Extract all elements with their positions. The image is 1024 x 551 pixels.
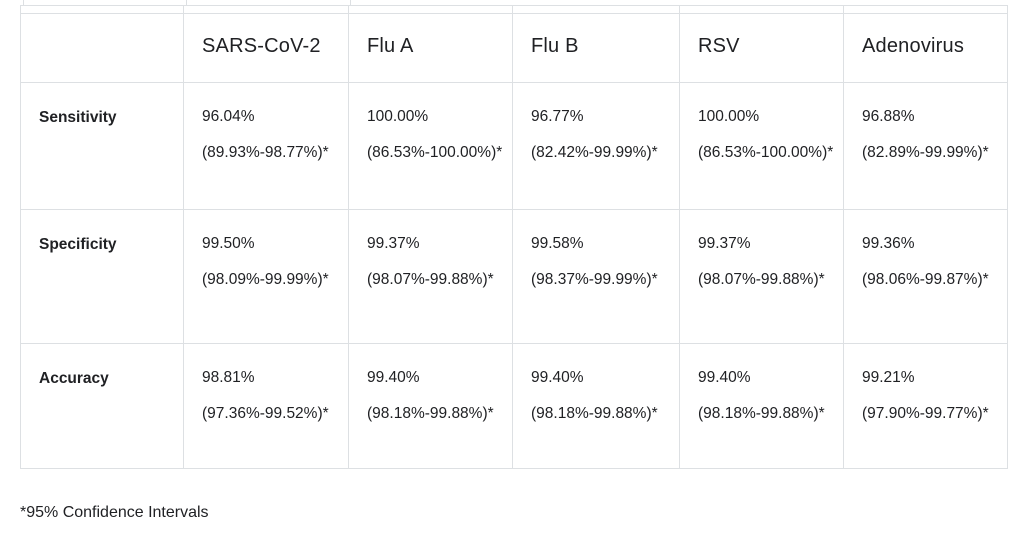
cell-confidence-interval: (89.93%-98.77%)* — [202, 144, 329, 161]
column-header-flu-b: Flu B — [512, 13, 680, 83]
cropped-row-cell — [20, 5, 184, 14]
cell-confidence-interval: (98.18%-99.88%)* — [531, 405, 658, 422]
performance-table-container: SARS-CoV-2 Flu A Flu B RSV Adenovirus Se… — [20, 5, 1008, 469]
cell-confidence-interval: (97.36%-99.52%)* — [202, 405, 329, 422]
column-header-adenovirus: Adenovirus — [843, 13, 1008, 83]
cell-value: 99.40% — [531, 369, 584, 386]
data-cell: 98.81% (97.36%-99.52%)* — [183, 343, 349, 469]
column-header-rsv: RSV — [679, 13, 844, 83]
cell-value: 99.37% — [698, 235, 751, 252]
cropped-row-cell — [512, 5, 680, 14]
cropped-table-edge — [23, 0, 24, 5]
cropped-table-edge — [186, 0, 187, 5]
column-header-flu-a: Flu A — [348, 13, 513, 83]
column-header-sars-cov-2: SARS-CoV-2 — [183, 13, 349, 83]
cell-confidence-interval: (86.53%-100.00%)* — [698, 144, 834, 161]
cropped-row-cell — [183, 5, 349, 14]
data-cell: 96.04% (89.93%-98.77%)* — [183, 82, 349, 210]
table-row-sensitivity: Sensitivity 96.04% (89.93%-98.77%)* 100.… — [20, 82, 1008, 210]
cell-confidence-interval: (98.37%-99.99%)* — [531, 271, 658, 288]
confidence-interval-footnote: *95% Confidence Intervals — [20, 504, 209, 521]
cell-confidence-interval: (98.07%-99.88%)* — [367, 271, 494, 288]
data-cell: 99.36% (98.06%-99.87%)* — [843, 209, 1008, 344]
row-label: Accuracy — [20, 343, 184, 469]
data-cell: 99.40% (98.18%-99.88%)* — [348, 343, 513, 469]
cell-value: 96.88% — [862, 108, 915, 125]
diagnostic-performance-table: SARS-CoV-2 Flu A Flu B RSV Adenovirus Se… — [20, 5, 1008, 469]
data-cell: 99.40% (98.18%-99.88%)* — [512, 343, 680, 469]
row-label: Specificity — [20, 209, 184, 344]
cell-confidence-interval: (86.53%-100.00%)* — [367, 144, 503, 161]
cell-confidence-interval: (98.18%-99.88%)* — [367, 405, 494, 422]
data-cell: 100.00% (86.53%-100.00%)* — [679, 82, 844, 210]
cropped-row-cell — [348, 5, 513, 14]
cell-value: 99.40% — [698, 369, 751, 386]
row-label: Sensitivity — [20, 82, 184, 210]
cell-value: 98.81% — [202, 369, 255, 386]
cell-value: 99.36% — [862, 235, 915, 252]
data-cell: 99.50% (98.09%-99.99%)* — [183, 209, 349, 344]
cell-value: 96.04% — [202, 108, 255, 125]
table-header-row: SARS-CoV-2 Flu A Flu B RSV Adenovirus — [20, 13, 1008, 83]
data-cell: 96.88% (82.89%-99.99%)* — [843, 82, 1008, 210]
cell-confidence-interval: (97.90%-99.77%)* — [862, 405, 989, 422]
cell-value: 99.40% — [367, 369, 420, 386]
data-cell: 99.40% (98.18%-99.88%)* — [679, 343, 844, 469]
cropped-table-edge — [350, 0, 351, 5]
cell-value: 99.50% — [202, 235, 255, 252]
cell-confidence-interval: (98.06%-99.87%)* — [862, 271, 989, 288]
cell-confidence-interval: (98.18%-99.88%)* — [698, 405, 825, 422]
cell-value: 99.37% — [367, 235, 420, 252]
data-cell: 96.77% (82.42%-99.99%)* — [512, 82, 680, 210]
corner-header-cell — [20, 13, 184, 83]
cell-value: 100.00% — [698, 108, 760, 125]
cell-value: 96.77% — [531, 108, 584, 125]
data-cell: 100.00% (86.53%-100.00%)* — [348, 82, 513, 210]
data-cell: 99.37% (98.07%-99.88%)* — [348, 209, 513, 344]
cell-value: 99.21% — [862, 369, 915, 386]
cell-confidence-interval: (98.09%-99.99%)* — [202, 271, 329, 288]
data-cell: 99.58% (98.37%-99.99%)* — [512, 209, 680, 344]
table-row-specificity: Specificity 99.50% (98.09%-99.99%)* 99.3… — [20, 209, 1008, 344]
cell-value: 100.00% — [367, 108, 429, 125]
cell-confidence-interval: (98.07%-99.88%)* — [698, 271, 825, 288]
cropped-row-cell — [843, 5, 1008, 14]
cell-confidence-interval: (82.42%-99.99%)* — [531, 144, 658, 161]
table-row-accuracy: Accuracy 98.81% (97.36%-99.52%)* 99.40% … — [20, 343, 1008, 469]
cell-value: 99.58% — [531, 235, 584, 252]
cropped-row-cell — [679, 5, 844, 14]
cell-confidence-interval: (82.89%-99.99%)* — [862, 144, 989, 161]
cropped-row — [20, 5, 1008, 14]
data-cell: 99.37% (98.07%-99.88%)* — [679, 209, 844, 344]
data-cell: 99.21% (97.90%-99.77%)* — [843, 343, 1008, 469]
